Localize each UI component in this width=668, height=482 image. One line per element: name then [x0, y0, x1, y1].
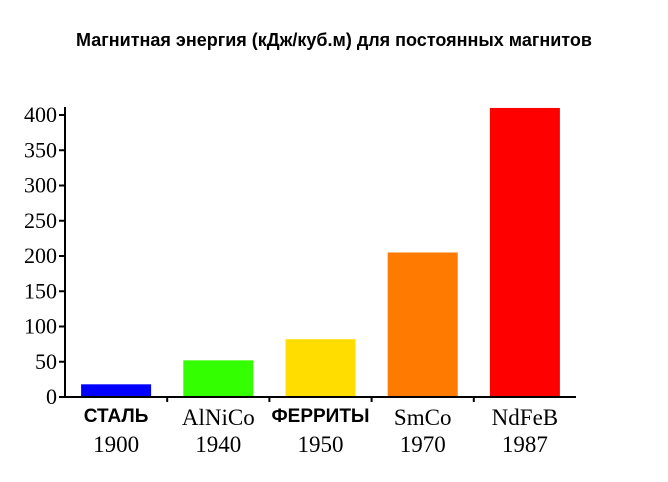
- category-label: NdFeB: [492, 405, 558, 430]
- y-tick-label: 250: [24, 208, 57, 233]
- y-tick-label: 50: [35, 349, 57, 374]
- category-label: SmCo: [394, 405, 452, 430]
- bar: [81, 384, 152, 396]
- y-tick-label: 150: [24, 278, 57, 303]
- year-label: 1940: [195, 432, 241, 457]
- y-tick-label: 0: [46, 384, 57, 409]
- year-label: 1970: [400, 432, 446, 457]
- year-label: 1950: [298, 432, 344, 457]
- category-label: AlNiCo: [182, 405, 255, 430]
- y-tick-label: 200: [24, 243, 57, 268]
- y-tick-label: 300: [24, 173, 57, 198]
- chart-title: Магнитная энергия (кДж/куб.м) для постоя…: [76, 30, 592, 50]
- y-tick-label: 100: [24, 314, 57, 339]
- y-tick-label: 350: [24, 137, 57, 162]
- year-label: 1987: [502, 432, 548, 457]
- category-label: СТАЛЬ: [84, 406, 149, 427]
- bar: [387, 252, 458, 396]
- bar: [489, 107, 560, 396]
- year-label: 1900: [93, 432, 139, 457]
- y-tick-label: 400: [24, 102, 57, 127]
- bar: [285, 339, 356, 396]
- category-label: ФЕРРИТЫ: [271, 406, 369, 427]
- bar: [183, 360, 254, 396]
